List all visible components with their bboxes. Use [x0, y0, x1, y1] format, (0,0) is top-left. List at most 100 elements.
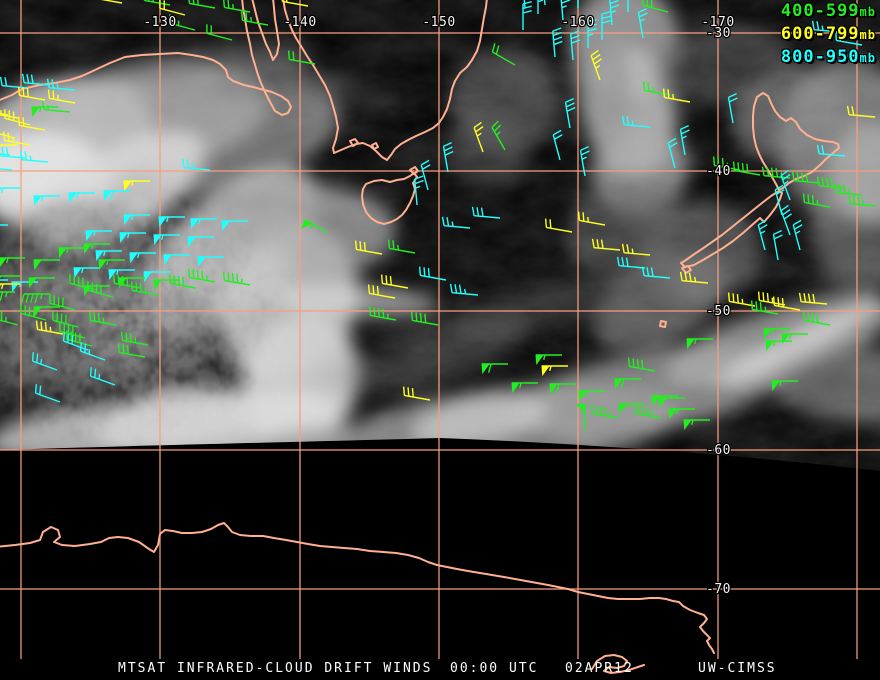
barb-staff — [47, 89, 76, 104]
wind-barb — [73, 267, 100, 279]
latitude-label: -30 — [706, 26, 731, 41]
barb-staff — [579, 404, 586, 430]
bass-strait-islets — [349, 138, 419, 175]
barb-staff — [410, 311, 439, 326]
barb-staff — [17, 86, 46, 101]
wind-barb — [772, 229, 783, 261]
wind-barb — [188, 0, 216, 9]
wind-barb — [287, 50, 316, 65]
barb-staff — [619, 403, 645, 410]
barb-staff — [287, 50, 316, 65]
barb-staff — [780, 204, 792, 236]
wind-barb — [570, 30, 581, 61]
barb-staff — [684, 419, 710, 426]
barb-staff — [587, 18, 597, 48]
antarctica-coast — [0, 522, 715, 654]
barb-staff — [757, 219, 768, 251]
barb-staff — [109, 269, 135, 276]
wind-barb — [679, 124, 690, 156]
wind-barb — [130, 281, 159, 296]
wind-barb — [0, 112, 9, 116]
latitude-label: -70 — [706, 582, 731, 597]
wind-barb — [642, 81, 671, 96]
latitude-label: -40 — [706, 164, 731, 179]
pressure-legend: 400-599mb 600-799mb 800-950mb — [781, 0, 876, 69]
barb-staff — [816, 144, 846, 157]
wind-barb — [187, 268, 216, 283]
wind-barb — [69, 274, 96, 291]
australia-gulf — [251, 0, 280, 61]
wind-barb — [481, 363, 508, 375]
wind-barb — [591, 238, 621, 251]
wind-barb — [750, 300, 779, 315]
wind-barb — [552, 129, 563, 161]
barb-staff — [642, 0, 669, 13]
barb-staff — [536, 354, 562, 361]
wind-barb — [20, 304, 47, 321]
barb-staff — [120, 331, 149, 346]
wind-barb — [544, 218, 573, 233]
wind-barb — [621, 115, 651, 128]
barb-staff — [120, 232, 146, 239]
wind-barb — [686, 338, 713, 350]
wind-barb — [222, 271, 251, 286]
grid-labels: -130 -140 -150 -160 -170-30 -40 -50 -60 -70 — [142, 14, 735, 598]
wind-barb — [614, 378, 641, 390]
wind-barb — [651, 395, 678, 407]
barb-staff — [52, 311, 79, 328]
barb-staff — [0, 147, 26, 159]
wind-barb — [153, 279, 180, 291]
barb-staff — [552, 27, 563, 58]
barb-staff — [471, 206, 501, 219]
wind-barb — [834, 31, 863, 46]
wind-barb — [2, 131, 31, 146]
barb-staff — [168, 274, 197, 289]
wind-barb — [618, 403, 645, 415]
barb-staff — [0, 153, 11, 156]
wind-barb — [33, 195, 60, 207]
longitude-label: -170 — [701, 15, 734, 30]
barb-staff — [130, 252, 156, 259]
barb-staff — [0, 257, 25, 264]
wind-barb — [0, 257, 25, 268]
barb-staff — [757, 291, 786, 306]
barb-staff — [627, 357, 656, 372]
barb-staff — [669, 408, 695, 415]
barb-staff — [0, 291, 15, 301]
longitude-label: -130 — [143, 15, 176, 30]
wind-barb — [667, 137, 678, 169]
wind-barb — [85, 230, 112, 242]
wind-barb — [98, 259, 125, 271]
barb-staff — [143, 0, 171, 6]
barb-staff — [642, 81, 671, 96]
wind-barb — [732, 161, 761, 176]
wind-barb — [47, 89, 76, 104]
barb-staff — [402, 386, 431, 401]
barb-staff — [750, 300, 779, 315]
wind-barb — [0, 311, 19, 326]
wind-barb — [0, 147, 26, 159]
wind-barb — [579, 145, 590, 177]
latlon-grid — [0, 0, 880, 659]
wind-barb — [712, 156, 741, 171]
wind-barb — [772, 296, 801, 311]
wind-barb — [168, 274, 197, 289]
wind-barb — [4, 109, 31, 126]
wind-barb — [552, 27, 563, 58]
barb-staff — [591, 238, 621, 251]
barb-staff — [100, 0, 123, 4]
barb-staff — [816, 176, 846, 189]
australia-southeast-coast — [282, 0, 488, 161]
wind-barb — [153, 234, 180, 246]
barb-staff — [780, 169, 791, 201]
barb-staff — [124, 180, 150, 187]
wind-barb — [206, 24, 233, 41]
australia-bight-coast — [0, 0, 292, 116]
nz-south-island — [680, 190, 783, 268]
wind-barb — [46, 78, 76, 91]
barb-staff — [537, 0, 544, 14]
wind-barb — [221, 220, 248, 232]
wind-barb — [59, 322, 86, 339]
wind-barb — [441, 216, 471, 229]
